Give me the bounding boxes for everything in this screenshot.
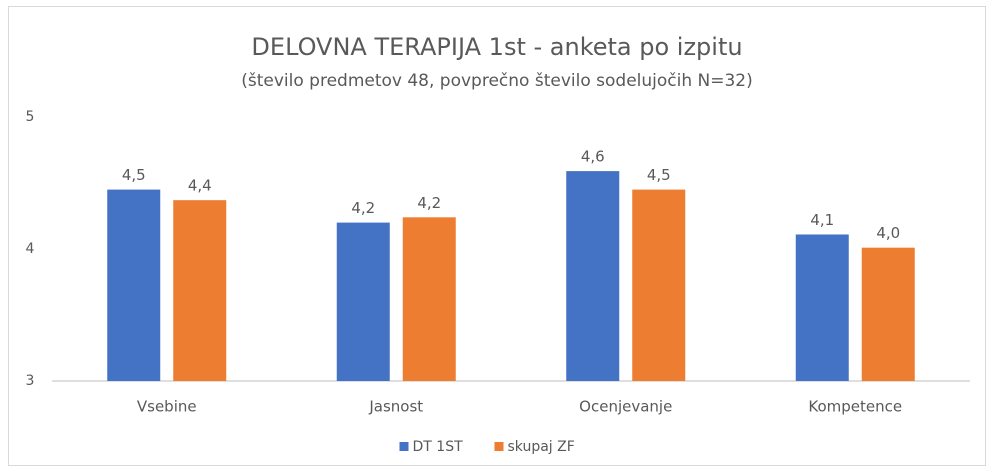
- chart-title: DELOVNA TERAPIJA 1st - anketa po izpitu: [251, 33, 742, 61]
- x-tick-label: Kompetence: [808, 398, 902, 416]
- x-tick-label: Jasnost: [368, 398, 423, 416]
- legend-swatch: [399, 442, 409, 451]
- bar: [632, 189, 686, 381]
- x-tick-label: Vsebine: [137, 398, 197, 416]
- data-label: 4,6: [581, 148, 605, 166]
- legend-swatch: [494, 442, 504, 451]
- chart-subtitle: (število predmetov 48, povprečno število…: [241, 71, 753, 91]
- bar: [861, 247, 915, 381]
- data-label: 4,2: [417, 194, 441, 212]
- x-tick-label: Ocenjevanje: [579, 398, 672, 416]
- y-tick-label: 5: [26, 109, 35, 125]
- bar: [336, 222, 390, 381]
- bar: [402, 217, 456, 381]
- y-tick-label: 3: [26, 373, 35, 389]
- data-label: 4,5: [122, 166, 146, 184]
- legend-label: skupaj ZF: [508, 439, 575, 455]
- bar: [795, 234, 849, 381]
- data-label: 4,2: [351, 199, 375, 217]
- data-label: 4,1: [810, 211, 834, 229]
- bar: [566, 171, 620, 381]
- legend-label: DT 1ST: [413, 439, 464, 455]
- bar: [173, 200, 227, 381]
- data-label: 4,4: [188, 177, 212, 195]
- data-label: 4,5: [647, 166, 671, 184]
- y-tick-label: 4: [26, 241, 35, 257]
- data-label: 4,0: [876, 224, 900, 242]
- bar: [107, 189, 161, 381]
